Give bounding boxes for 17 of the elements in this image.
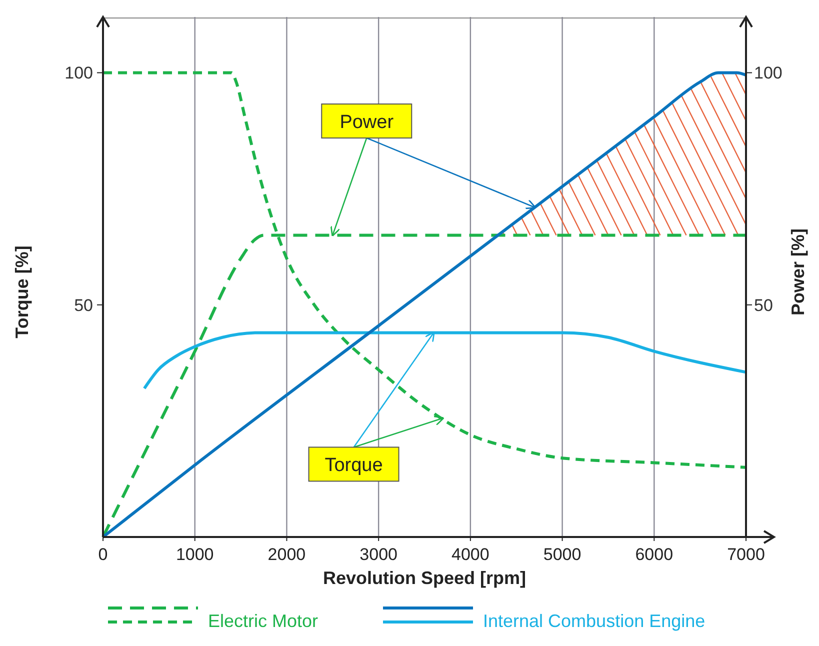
- y-axis-title: Torque [%]: [12, 246, 32, 338]
- x-tick-label: 3000: [360, 545, 398, 564]
- y2-axis-title: Power [%]: [788, 228, 808, 316]
- x-tick-label: 4000: [452, 545, 490, 564]
- legend-label: Internal Combustion Engine: [483, 611, 706, 631]
- x-tick-label: 2000: [268, 545, 306, 564]
- annotation: Power: [340, 112, 394, 133]
- y2-tick-label: 100: [754, 64, 782, 83]
- x-tick-label: 0: [98, 545, 108, 564]
- x-tick-label: 5000: [543, 545, 582, 564]
- x-tick-label: 1000: [176, 545, 214, 564]
- legend-label: Electric Motor: [208, 611, 318, 631]
- x-tick-label: 6000: [635, 545, 674, 564]
- y2-tick-label: 50: [754, 296, 773, 315]
- x-axis-title: Revolution Speed [rpm]: [322, 568, 526, 588]
- x-tick-label: 7000: [727, 545, 765, 564]
- annotation: Torque: [324, 455, 383, 476]
